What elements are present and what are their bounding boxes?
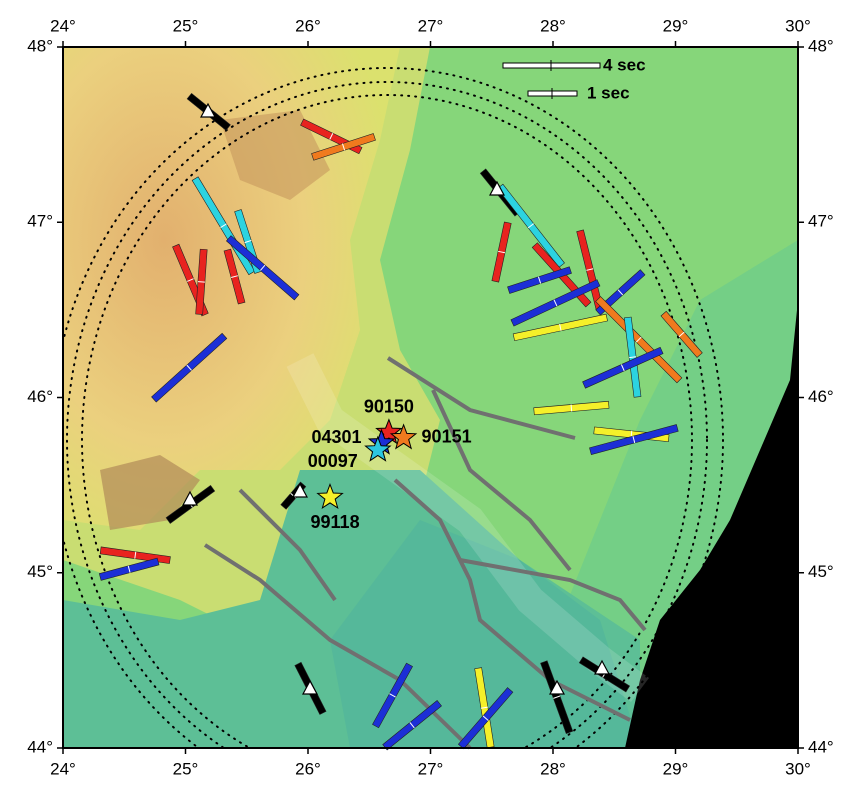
lon-tick-label: 29° [663,16,689,35]
lon-tick-label: 24° [50,759,76,778]
split-center [571,405,572,412]
lon-tick-label: 25° [173,759,199,778]
event-label: 04301 [311,427,361,447]
lon-tick-label: 26° [295,16,321,35]
lat-tick-label: 47° [27,212,53,231]
map: 90150 90151 04301 00097 99118 4 sec 1 sec 24… [0,0,850,789]
lon-tick-label: 30° [785,759,811,778]
lat-tick-label: 44° [808,737,834,756]
lat-tick-label: 48° [808,36,834,55]
terrain [63,47,798,748]
lat-tick-label: 44° [27,737,53,756]
lon-tick-label: 28° [540,16,566,35]
lon-tick-label: 26° [295,759,321,778]
lat-tick-label: 46° [808,387,834,406]
lon-tick-label: 27° [418,759,444,778]
event-label: 99118 [311,512,360,532]
lon-tick-label: 30° [785,16,811,35]
lon-tick-label: 24° [50,16,76,35]
lat-tick-label: 47° [808,212,834,231]
event-label: 00097 [308,451,358,471]
scale-label: 1 sec [587,83,630,102]
lon-tick-label: 28° [540,759,566,778]
lon-tick-label: 27° [418,16,444,35]
lon-tick-label: 25° [173,16,199,35]
lat-tick-label: 48° [27,36,53,55]
event-label: 90150 [364,396,414,416]
event-label: 90151 [422,427,472,447]
lon-tick-label: 29° [663,759,689,778]
lat-tick-label: 46° [27,387,53,406]
scale-label: 4 sec [603,55,646,74]
lat-tick-label: 45° [27,562,53,581]
lat-tick-label: 45° [808,562,834,581]
